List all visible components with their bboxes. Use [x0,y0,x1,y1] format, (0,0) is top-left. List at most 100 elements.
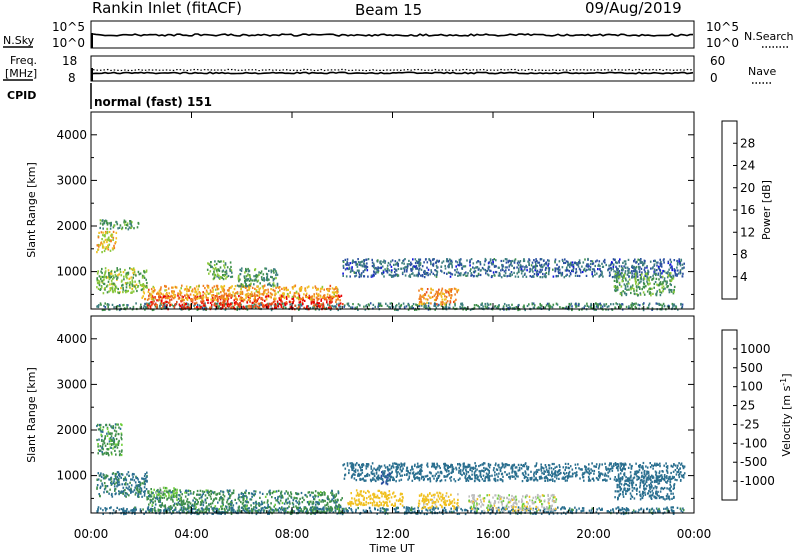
echo-cell [251,294,254,297]
echo-cell [236,308,238,311]
echo-cell [187,504,190,507]
freq-trace [92,71,694,75]
echo-cell [270,275,272,278]
echo-cell [104,219,107,222]
echo-cell [342,274,344,277]
echo-cell [109,234,112,237]
echo-cell [437,294,439,297]
echo-cell [393,263,395,266]
echo-cell [364,308,367,311]
echo-cell [581,270,584,274]
echo-cell [106,238,109,241]
echo-cell [456,289,458,292]
echo-cell [101,238,103,241]
echo-cell [205,296,208,299]
echo-cell [410,506,413,509]
echo-cell [443,298,446,301]
echo-cell [597,306,599,309]
echo-cell [458,274,461,277]
echo-cell [225,277,227,280]
echo-cell [97,279,100,282]
echo-cell [158,289,161,292]
echo-cell [445,298,447,301]
echo-cell [186,503,189,506]
echo-cell [490,261,493,264]
echo-cell [100,277,102,281]
echo-cell [319,507,322,511]
echo-cell [176,300,178,304]
echo-cell [539,304,542,307]
echo-cell [438,288,440,291]
echo-cell [402,267,405,270]
echo-cell [253,292,256,295]
echo-cell [315,500,317,504]
echo-cell [154,509,157,513]
echo-cell [421,510,423,513]
echo-cell [158,500,160,503]
echo-cell [476,266,479,269]
echo-cell [323,510,325,513]
echo-cell [435,264,438,267]
echo-cell [198,493,200,496]
echo-cell [277,305,280,308]
echo-cell [310,512,312,515]
echo-cell [668,288,670,291]
echo-cell [671,268,673,272]
echo-cell [545,304,548,307]
echo-cell [618,281,621,284]
echo-cell [289,502,291,505]
echo-cell [634,277,636,280]
echo-cell [226,275,228,278]
echo-cell [126,508,128,511]
echo-cell [186,290,188,293]
echo-cell [430,260,432,264]
echo-cell [448,510,451,513]
echo-cell [220,275,222,279]
echo-cell [457,263,459,267]
echo-cell [449,301,452,304]
echo-cell [578,507,580,510]
echo-cell [405,305,408,308]
echo-cell [280,300,282,303]
echo-cell [97,287,100,290]
cpid-label: CPID [7,89,36,102]
echo-cell [430,287,432,290]
echo-cell [273,298,275,301]
echo-cell [418,269,420,272]
echo-cell [324,504,326,507]
echo-cell [313,293,315,296]
echo-cell [206,507,208,510]
echo-cell [420,298,422,302]
echo-cell [234,285,237,288]
echo-cell [477,304,479,308]
echo-cell [387,261,390,265]
echo-cell [258,302,261,305]
echo-cell [661,306,663,310]
echo-cell [151,290,154,293]
echo-cell [450,262,453,266]
echo-cell [256,285,259,288]
echo-cell [657,273,659,276]
echo-cell [99,219,102,222]
echo-cell [190,290,193,293]
echo-cell [390,271,393,274]
echo-cell [207,491,209,494]
echo-cell [338,509,341,512]
echo-cell [105,275,107,278]
echo-cell [636,293,638,296]
echo-cell [260,302,262,305]
echo-cell [337,294,340,297]
echo-cell [682,507,684,510]
echo-cell [608,305,610,308]
echo-cell [167,287,170,290]
echo-cell [415,303,417,306]
echo-cell [320,500,322,503]
echo-cell [580,271,582,274]
echo-cell [555,302,558,305]
echo-cell [346,267,348,270]
echo-cell [593,269,596,272]
echo-cell [484,302,487,306]
echo-cell [567,262,569,265]
echo-cell [120,274,123,277]
echo-cell [175,303,178,306]
